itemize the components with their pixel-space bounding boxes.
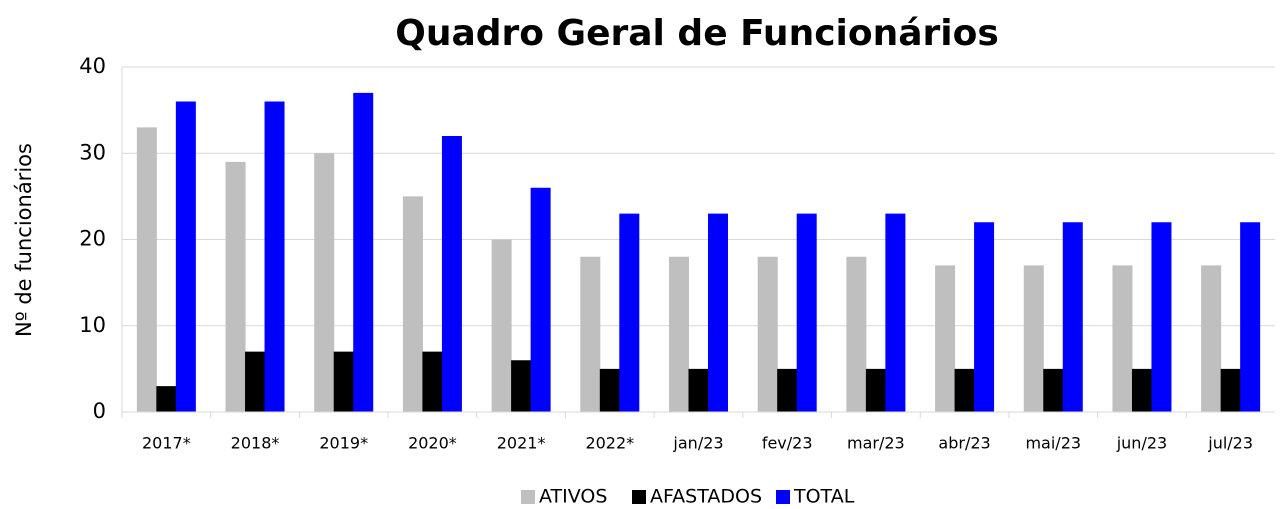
x-tick-label: mar/23 — [847, 434, 905, 453]
bar — [333, 351, 354, 412]
bar — [156, 386, 177, 412]
x-tick-label: 2022* — [585, 434, 634, 453]
bar — [954, 368, 975, 412]
bar — [708, 213, 728, 412]
bar — [491, 239, 512, 412]
x-tick-label: jul/23 — [1207, 434, 1253, 453]
bar — [175, 101, 196, 412]
bar — [885, 213, 906, 412]
bar — [865, 368, 886, 412]
x-tick-label: 2018* — [231, 434, 280, 453]
legend-label: ATIVOS — [539, 486, 607, 508]
y-tick-label: 20 — [79, 227, 106, 251]
x-tick-label: mai/23 — [1025, 434, 1081, 453]
bar — [136, 127, 157, 412]
bar — [619, 213, 640, 412]
bar — [974, 222, 995, 412]
x-tick-label: 2017* — [142, 434, 191, 453]
y-axis-label: Nº de funcionários — [12, 143, 36, 337]
bar — [422, 351, 443, 412]
y-tick-label: 30 — [79, 140, 106, 164]
bar — [441, 136, 462, 412]
bar — [225, 161, 246, 412]
legend-label: TOTAL — [793, 486, 855, 508]
bar — [1112, 265, 1133, 412]
bar — [402, 196, 423, 412]
bar — [777, 368, 798, 412]
bar — [264, 101, 285, 412]
y-tick-label: 0 — [93, 399, 106, 423]
x-tick-label: 2020* — [408, 434, 457, 453]
bar — [599, 368, 620, 412]
x-tick-label: abr/23 — [938, 434, 990, 453]
bar — [530, 187, 551, 412]
bar — [314, 153, 335, 412]
bar — [511, 360, 532, 412]
x-tick-label: 2021* — [497, 434, 546, 453]
bar — [1043, 368, 1064, 412]
legend-swatch — [776, 490, 790, 504]
x-tick-label: jun/23 — [1116, 434, 1167, 453]
x-tick-label: 2019* — [319, 434, 368, 453]
bar — [757, 256, 778, 412]
bar — [1131, 368, 1152, 412]
bar — [1240, 222, 1261, 412]
chart-title: Quadro Geral de Funcionários — [395, 13, 999, 54]
y-tick-label: 40 — [79, 54, 106, 78]
x-tick-label: fev/23 — [762, 434, 813, 453]
bar — [796, 213, 817, 412]
bar — [353, 92, 374, 412]
bar — [1201, 265, 1222, 412]
bar — [1220, 368, 1241, 412]
legend-swatch — [521, 490, 535, 504]
bar — [688, 368, 709, 412]
bar — [935, 265, 956, 412]
bar — [245, 351, 266, 412]
bar — [669, 256, 689, 412]
legend-swatch — [632, 490, 646, 504]
bar — [580, 256, 601, 412]
bar — [846, 256, 867, 412]
bar — [1151, 222, 1172, 412]
x-tick-label: jan/23 — [672, 434, 723, 453]
y-tick-label: 10 — [79, 313, 106, 337]
bar — [1023, 265, 1044, 412]
legend-label: AFASTADOS — [650, 486, 762, 508]
bar — [1062, 222, 1083, 412]
